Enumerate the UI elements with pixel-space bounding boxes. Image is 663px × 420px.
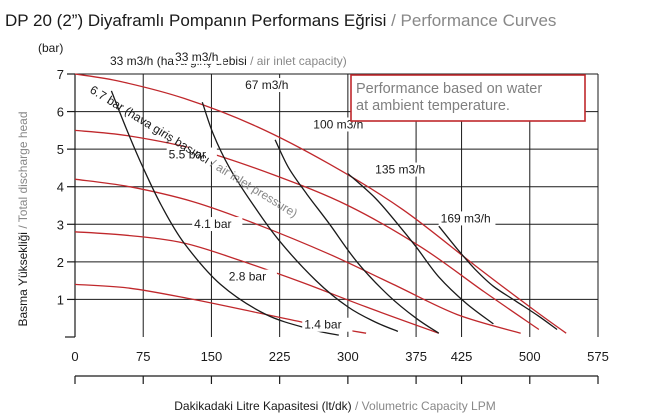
x-tick-label-375: 375 — [405, 349, 427, 364]
x-axis-title-en: Volumetric Capacity LPM — [362, 399, 496, 413]
flow-curve-100-m3-h — [274, 139, 440, 334]
curve-label-bg-135-m3-h — [373, 162, 430, 177]
pressure-curve-5-5-bar — [74, 129, 540, 331]
y-unit-label: (bar) — [38, 41, 63, 55]
y-tick-label-3: 3 — [57, 217, 64, 232]
flow-curves — [110, 90, 558, 336]
flow-curve-67-m3-h — [201, 101, 399, 332]
curve-label-bg-2-8-bar — [226, 269, 277, 284]
curve-label-bg-4-1-bar — [192, 217, 243, 232]
note-box-border — [350, 74, 586, 122]
curve-label-5-5-bar: 5.5 bar — [169, 148, 206, 162]
curve-label-bg-169-m3-h — [438, 211, 496, 226]
curve-label-1-4-bar: 1.4 bar — [304, 318, 341, 332]
curve-label-135-m3-h: 135 m3/h — [375, 163, 425, 177]
air-flow-header-sep: / — [247, 54, 257, 68]
chart-title-separator: / — [386, 11, 400, 30]
curve-label-67-m3-h: 67 m3/h — [245, 78, 288, 92]
y-axis-title-tr: Basma Yüksekliği — [16, 232, 30, 327]
svg-text:Basma Yüksekliği / Total disch: Basma Yüksekliği / Total discharge head — [16, 111, 30, 326]
curve-label-4-1-bar: 4.1 bar — [194, 217, 231, 231]
x-tick-label-0: 0 — [71, 349, 78, 364]
x-tick-label-425: 425 — [451, 349, 473, 364]
curve-label-33-m3-h: 33 m3/h — [175, 50, 218, 64]
flow-curve-135-m3-h — [347, 173, 494, 325]
curve-label-bg-1-4-bar — [302, 317, 353, 332]
x-tick-label-575: 575 — [587, 349, 609, 364]
curve-label-2-8-bar: 2.8 bar — [229, 270, 266, 284]
pressure-curve-6-7-bar — [74, 73, 567, 334]
curve-label-bg-67-m3-h — [243, 78, 294, 93]
y-axis-title-en: Total discharge head — [16, 111, 30, 222]
pressure-curve-4-1-bar — [74, 178, 521, 334]
x-tick-label-300: 300 — [337, 349, 359, 364]
air-flow-header: 33 m3/h (hava giriş debisi / air inlet c… — [110, 54, 347, 68]
x-axis-title-sep: / — [352, 399, 362, 413]
air-pressure-label: 6.7 bar (hava giriş basıncı / air inlet … — [87, 83, 300, 221]
y-tick-label-7: 7 — [57, 67, 64, 82]
y-tick-label-1: 1 — [57, 292, 64, 307]
note-line-1: Performance based on water — [356, 81, 542, 97]
flow-curve-169-m3-h — [438, 225, 558, 331]
x-axis-title-tr: Dakikadaki Litre Kapasitesi (lt/dk) — [174, 399, 351, 413]
note-box: Performance based on water at ambient te… — [350, 74, 586, 122]
x-axis-title: Dakikadaki Litre Kapasitesi (lt/dk) / Vo… — [174, 399, 495, 413]
x-tick-label-500: 500 — [519, 349, 541, 364]
x-tick-label-75: 75 — [136, 349, 150, 364]
axes: 1 2 3 4 5 6 7 0 75 150 225 300 375 425 500 575 — [57, 67, 609, 384]
chart-title: DP 20 (2”) Diyaframlı Pompanın Performan… — [5, 11, 556, 30]
pressure-curve-2-8-bar — [74, 231, 440, 334]
y-tick-label-4: 4 — [57, 180, 64, 195]
y-tick-label-2: 2 — [57, 255, 64, 270]
air-flow-header-en: air inlet capacity) — [257, 54, 347, 68]
x-tick-label-225: 225 — [269, 349, 291, 364]
y-tick-label-6: 6 — [57, 105, 64, 120]
y-axis-title: Basma Yüksekliği / Total discharge head — [16, 111, 30, 326]
chart-title-tr: DP 20 (2”) Diyaframlı Pompanın Performan… — [5, 11, 386, 30]
curve-label-bg-33-m3-h — [173, 49, 224, 64]
flow-curve-33-m3-h — [110, 90, 339, 336]
chart-title-en: Performance Curves — [401, 11, 557, 30]
air-pressure-label-tr: 6.7 bar (hava giriş basıncı — [87, 83, 212, 167]
note-line-2: at ambient temperature. — [356, 98, 510, 114]
curve-label-bg-5-5-bar — [166, 147, 217, 162]
y-axis-title-sep: / — [16, 222, 30, 232]
curve-label-169-m3-h: 169 m3/h — [441, 211, 491, 225]
y-tick-label-5: 5 — [57, 142, 64, 157]
x-tick-label-150: 150 — [201, 349, 223, 364]
